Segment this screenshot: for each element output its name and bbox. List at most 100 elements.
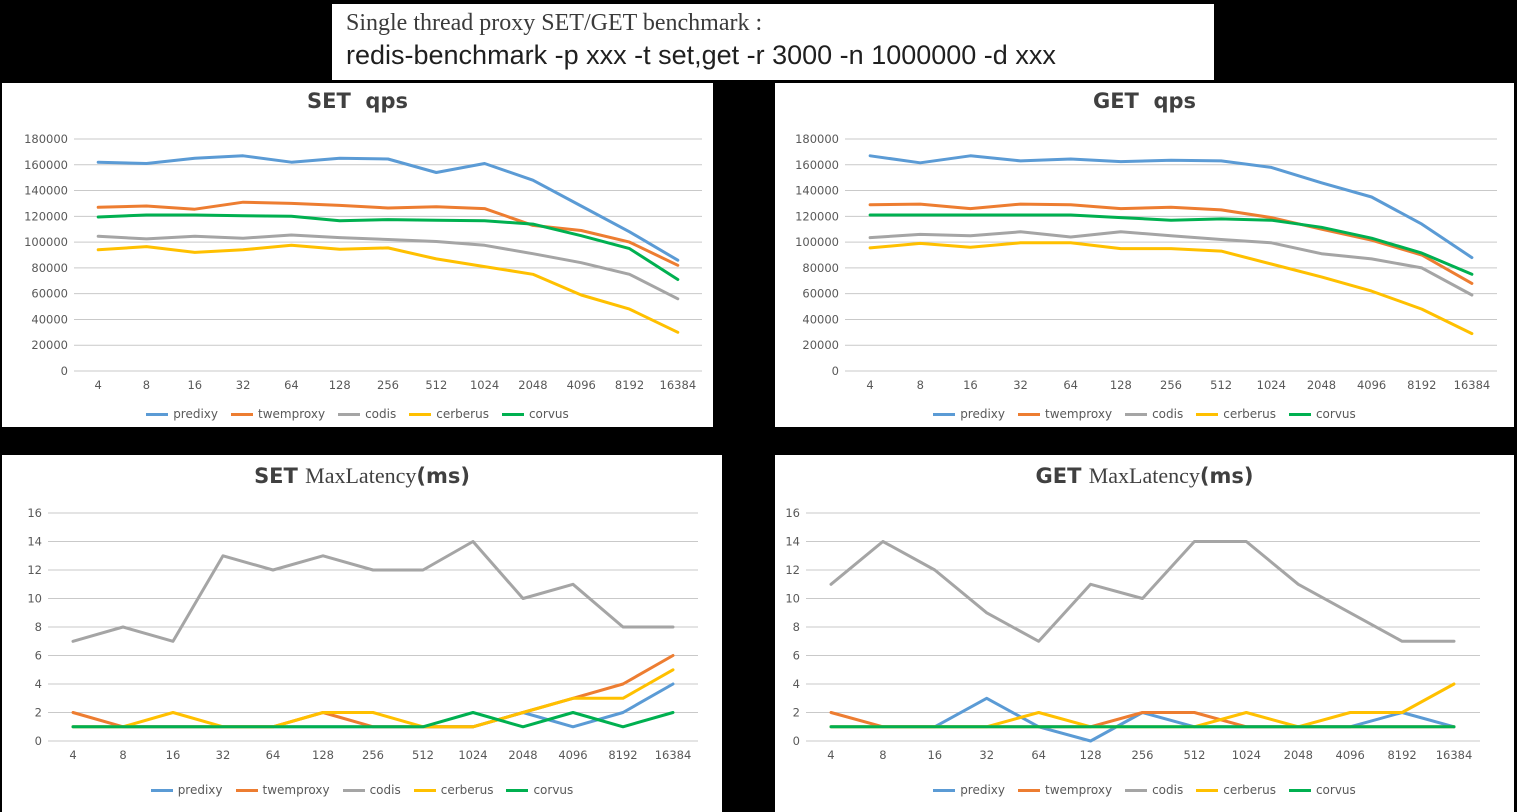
series-line-codis [71,540,675,643]
series-line-cerberus [71,668,675,729]
x-axis-label: 8 [879,748,886,762]
series-line-cerberus [829,682,1456,729]
y-axis-label: 120000 [24,209,68,223]
y-axis-label: 180000 [795,132,839,146]
y-axis-label: 180000 [24,132,68,146]
series-line-corvus [96,213,680,281]
legend-item-codis: codis [338,407,396,421]
x-axis-label: 256 [1160,378,1182,392]
x-axis-label: 4 [866,378,873,392]
legend-item-corvus: corvus [506,783,573,797]
series-line-predixy [829,696,1456,743]
y-axis-label: 80000 [31,261,68,275]
x-axis-label: 16384 [660,378,697,392]
y-axis-labels: 0 2 4 6 8 10 12 14 16 [785,506,800,748]
series-line-twemproxy [868,202,1474,285]
x-axis-labels: 4 8 16 32 64 128 256 512 1024 2048 4096 8192 16384 [94,378,696,392]
get-qps-panel: GET qps 0 20000 40000 60000 80000 100000 120000… [775,83,1514,427]
x-axis-labels: 4 8 16 32 64 128 256 512 1024 2048 4096 8192 16384 [866,378,1490,392]
legend-swatch-codis [1125,412,1148,416]
gridlines [74,138,702,372]
x-axis-label: 16384 [1454,378,1491,392]
y-axis-label: 16 [785,506,800,520]
series-line-codis [868,230,1474,297]
legend-label-cerberus: cerberus [1223,783,1276,797]
series-line-predixy [868,154,1474,260]
title-box: Single thread proxy SET/GET benchmark : … [330,2,1216,82]
legend-item-predixy: predixy [146,407,218,421]
legend-label-twemproxy: twemproxy [1045,407,1113,421]
x-axis-label: 4096 [558,748,587,762]
series-line-cerberus [96,243,680,334]
y-axis-label: 10 [27,592,42,606]
set-latency-title: SET MaxLatency(ms) [2,463,722,489]
legend-item-cerberus: cerberus [413,783,494,797]
y-axis-label: 140000 [24,184,68,198]
x-axis-label: 16 [963,378,978,392]
get-latency-chart: 0 2 4 6 8 10 12 14 16 4 8 16 32 64 128 256 512 1024 2048 40… [785,506,1480,762]
x-axis-label: 64 [284,378,299,392]
x-axis-label: 512 [425,378,447,392]
y-axis-label: 2 [793,706,800,720]
get-qps-title: GET qps [775,89,1514,113]
legend-label-predixy: predixy [173,407,219,421]
y-axis-label: 12 [785,563,800,577]
x-axis-label: 4096 [1336,748,1365,762]
y-axis-label: 80000 [802,261,839,275]
chart-title-segment: GET qps [1092,89,1197,113]
series-line-twemproxy [96,200,680,267]
x-axis-label: 128 [312,748,334,762]
x-axis-label: 8 [917,378,924,392]
legend-item-predixy: predixy [933,783,1005,797]
get-latency-legend: predixy twemproxy codis cerberus corvus [775,783,1514,797]
legend-item-twemproxy: twemproxy [231,407,325,421]
y-axis-label: 60000 [31,287,68,301]
y-axis-label: 140000 [795,184,839,198]
x-axis-label: 8192 [608,748,637,762]
x-axis-label: 4 [94,378,101,392]
y-axis-label: 60000 [802,287,839,301]
x-axis-label: 8 [119,748,126,762]
chart-title-segment: GET [1035,464,1089,488]
legend-swatch-twemproxy [1018,412,1041,416]
legend-swatch-cerberus [1196,788,1219,792]
legend-swatch-corvus [1288,412,1311,416]
x-axis-label: 32 [216,748,231,762]
x-axis-label: 64 [266,748,281,762]
legend-label-cerberus: cerberus [440,783,494,797]
x-axis-label: 32 [1013,378,1028,392]
legend-swatch-predixy [150,788,173,792]
x-axis-label: 8192 [1407,378,1436,392]
y-axis-label: 4 [35,677,42,691]
legend-swatch-codis [342,788,365,792]
x-axis-label: 64 [1063,378,1078,392]
legend-label-corvus: corvus [1315,407,1356,421]
x-axis-label: 4 [827,748,834,762]
x-axis-label: 32 [236,378,251,392]
x-axis-label: 1024 [1257,378,1286,392]
y-axis-label: 8 [35,620,42,634]
legend-label-corvus: corvus [1315,783,1356,797]
legend-label-corvus: corvus [533,783,574,797]
x-axis-label: 512 [1210,378,1232,392]
x-axis-label: 8192 [615,378,644,392]
y-axis-label: 0 [793,734,800,748]
set-latency-chart: 0 2 4 6 8 10 12 14 16 4 8 16 32 64 128 256 512 1024 2048 40… [27,506,698,762]
y-axis-label: 0 [832,364,839,378]
get-qps-legend: predixy twemproxy codis cerberus corvus [775,407,1514,421]
chart-title-segment: MaxLatency [305,463,417,488]
chart-title-segment: (ms) [416,464,470,488]
chart-title-segment: MaxLatency [1088,463,1200,488]
x-axis-label: 4 [69,748,76,762]
legend-label-twemproxy: twemproxy [1045,783,1113,797]
y-axis-label: 20000 [31,338,68,352]
x-axis-label: 16384 [1436,748,1473,762]
legend-item-codis: codis [1125,783,1183,797]
gridlines [48,512,698,742]
y-axis-label: 120000 [795,209,839,223]
series-line-codis [96,233,680,301]
legend-label-codis: codis [1152,407,1184,421]
x-axis-label: 512 [1183,748,1205,762]
y-axis-label: 6 [793,649,800,663]
